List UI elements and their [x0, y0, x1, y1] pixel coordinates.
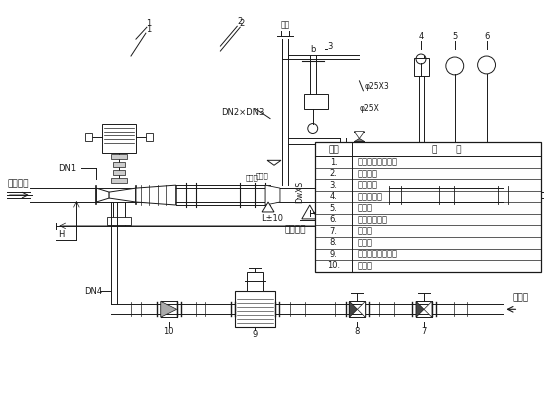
- Text: 4.: 4.: [329, 192, 338, 201]
- Bar: [235, 291, 275, 327]
- Polygon shape: [349, 301, 358, 317]
- Text: L±10: L±10: [261, 214, 283, 223]
- Text: 主安全阀: 主安全阀: [358, 180, 377, 190]
- Text: 6: 6: [484, 32, 490, 41]
- Bar: [107, 217, 131, 225]
- Text: 6.: 6.: [329, 215, 338, 224]
- Polygon shape: [354, 138, 365, 141]
- Text: 排污: 排污: [280, 21, 289, 30]
- Bar: [111, 154, 127, 159]
- Text: 7: 7: [421, 327, 427, 336]
- Polygon shape: [96, 188, 109, 202]
- Polygon shape: [424, 301, 432, 317]
- Text: 固定支座: 固定支座: [284, 225, 306, 234]
- Bar: [389, 188, 503, 202]
- Text: 大帝阀: 大帝阀: [246, 174, 258, 180]
- Text: DwXS: DwXS: [295, 181, 304, 203]
- Polygon shape: [136, 185, 175, 205]
- Text: b: b: [310, 44, 316, 54]
- Text: 10: 10: [163, 327, 174, 336]
- Bar: [113, 170, 125, 175]
- Text: 1: 1: [146, 25, 151, 34]
- Text: h2: h2: [340, 148, 349, 157]
- Bar: [414, 58, 429, 76]
- Text: 止回阀: 止回阀: [358, 261, 372, 270]
- Text: 进口蒸汽: 进口蒸汽: [8, 180, 30, 189]
- Text: 10.: 10.: [327, 261, 340, 270]
- Text: DN1: DN1: [58, 164, 76, 173]
- Bar: [85, 133, 92, 141]
- Text: 减温水: 减温水: [512, 293, 529, 302]
- Text: 2: 2: [238, 17, 243, 26]
- Text: φ25X: φ25X: [359, 104, 380, 113]
- Bar: [304, 94, 328, 109]
- Text: 5: 5: [452, 32, 458, 41]
- Polygon shape: [109, 188, 136, 202]
- Text: 冲量安全阀: 冲量安全阀: [358, 192, 382, 201]
- Text: H: H: [58, 230, 65, 239]
- Text: DN4: DN4: [84, 287, 102, 296]
- Text: 1.: 1.: [329, 158, 338, 166]
- Bar: [111, 178, 127, 183]
- Bar: [146, 133, 153, 141]
- Text: 2: 2: [240, 19, 245, 28]
- Text: 1: 1: [146, 19, 151, 28]
- Text: 3: 3: [328, 42, 333, 51]
- Bar: [247, 272, 263, 291]
- Polygon shape: [161, 301, 177, 317]
- Text: 出口蒸汽: 出口蒸汽: [518, 180, 539, 189]
- Text: 3.: 3.: [329, 180, 338, 190]
- Bar: [113, 162, 125, 167]
- Text: 蒸汽管道: 蒸汽管道: [358, 169, 377, 178]
- Text: 8.: 8.: [329, 238, 338, 247]
- Text: h1: h1: [320, 148, 329, 157]
- Polygon shape: [262, 202, 274, 212]
- Text: 节流阀: 节流阀: [358, 238, 372, 247]
- Polygon shape: [354, 131, 365, 138]
- Text: 5.: 5.: [329, 204, 338, 213]
- Text: 截止阀: 截止阀: [358, 227, 372, 236]
- Text: 压力表: 压力表: [358, 204, 372, 213]
- Text: 天奇阀: 天奇阀: [256, 172, 268, 178]
- Text: 直行程减温减压阀: 直行程减温减压阀: [358, 158, 398, 166]
- Polygon shape: [358, 301, 365, 317]
- Polygon shape: [416, 301, 424, 317]
- Text: 9: 9: [252, 330, 258, 339]
- Text: 名      称: 名 称: [432, 145, 461, 154]
- Text: 8: 8: [355, 327, 360, 336]
- Polygon shape: [302, 205, 318, 219]
- Text: DN2×DN3: DN2×DN3: [222, 108, 265, 117]
- Text: 2.: 2.: [329, 169, 338, 178]
- Text: 7.: 7.: [329, 227, 338, 236]
- Text: φ25X3: φ25X3: [365, 82, 390, 91]
- Bar: [102, 124, 136, 153]
- Text: 直行程给水调节阀: 直行程给水调节阀: [358, 250, 398, 259]
- Text: 1000: 1000: [389, 201, 410, 211]
- Text: 双金属温度计: 双金属温度计: [358, 215, 387, 224]
- Text: 9.: 9.: [329, 250, 338, 259]
- Polygon shape: [265, 185, 280, 205]
- Text: 序号: 序号: [328, 145, 339, 154]
- Text: 4: 4: [419, 32, 424, 41]
- Bar: [315, 143, 541, 272]
- Polygon shape: [267, 160, 281, 165]
